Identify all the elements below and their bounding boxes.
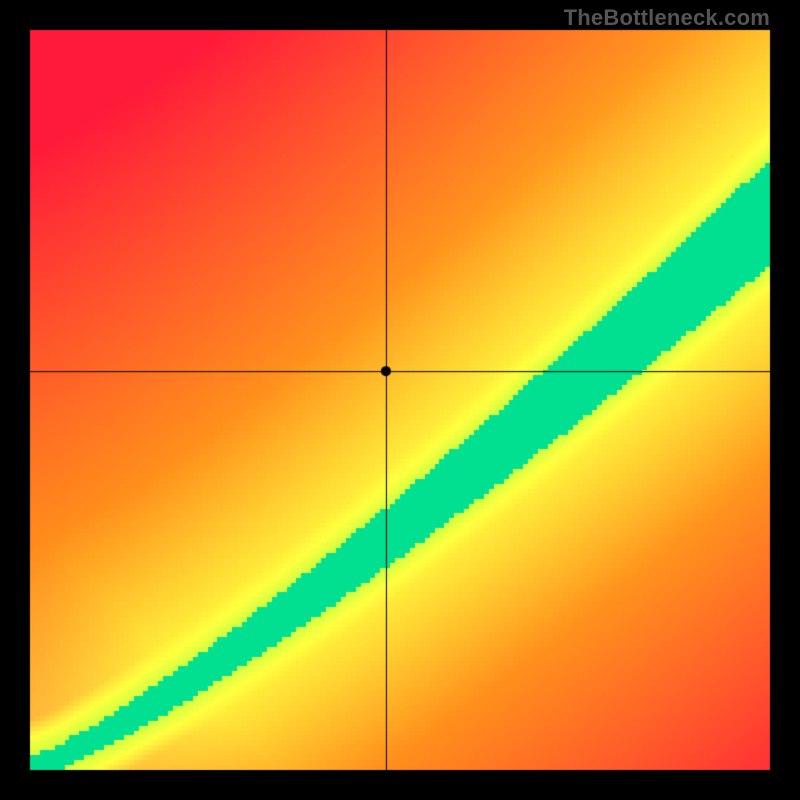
- bottleneck-heatmap-canvas: [0, 0, 800, 800]
- watermark-text: TheBottleneck.com: [564, 5, 770, 31]
- chart-container: TheBottleneck.com: [0, 0, 800, 800]
